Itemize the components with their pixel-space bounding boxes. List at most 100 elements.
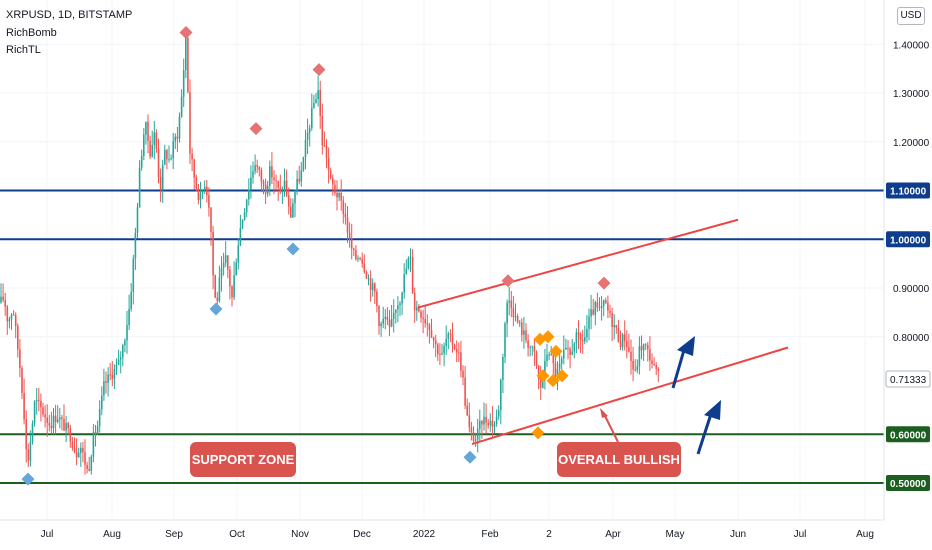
candle-body	[19, 349, 21, 369]
candle-body	[392, 312, 395, 319]
candle-body	[25, 419, 27, 450]
trend-line[interactable]	[471, 346, 789, 446]
symbol-title[interactable]: XRPUSD, 1D, BITSTAMP	[6, 9, 133, 21]
candle-body	[405, 268, 408, 275]
x-tick-label: Feb	[481, 529, 499, 540]
candle-body	[361, 258, 363, 264]
trend-lines[interactable]	[417, 218, 789, 446]
candle-body	[588, 316, 590, 329]
candle-body	[266, 185, 269, 194]
candle-body	[367, 278, 370, 280]
candle-body	[655, 364, 657, 369]
candle-body	[594, 302, 597, 315]
candle-body	[445, 338, 447, 346]
candle-body	[243, 212, 246, 220]
candle-body	[166, 149, 168, 160]
candle-body	[258, 166, 261, 170]
candle-body	[197, 188, 200, 201]
candle-body	[495, 416, 498, 425]
candle-body	[115, 365, 118, 370]
candle-body	[180, 96, 183, 117]
candle-body	[508, 300, 510, 303]
candle-body	[636, 366, 639, 371]
candle-body	[61, 417, 63, 419]
x-tick-label: Nov	[291, 529, 309, 540]
candle-body	[430, 330, 433, 338]
indicator-richbomb[interactable]: RichBomb	[6, 27, 57, 39]
candle-body	[359, 258, 361, 260]
candle-body	[229, 269, 231, 287]
bullish-callout-pointer	[600, 408, 619, 443]
candle-body	[451, 334, 454, 346]
candle-body	[518, 322, 521, 324]
candle-body	[315, 99, 317, 104]
candle-body	[647, 345, 649, 350]
candle-body	[462, 370, 464, 378]
candle-body	[399, 303, 401, 306]
x-tick-label: May	[666, 529, 685, 540]
candle-body	[623, 334, 626, 342]
candle-body	[609, 310, 611, 314]
candle-body	[577, 332, 580, 335]
candle-body	[485, 416, 487, 423]
candle-body	[510, 300, 513, 309]
candle-body	[237, 245, 240, 263]
candle-body	[279, 187, 282, 192]
candle-body	[619, 341, 622, 348]
candle-body	[424, 319, 426, 324]
indicator-richtl[interactable]: RichTL	[6, 44, 41, 56]
candle-body	[502, 356, 504, 380]
candle-body	[340, 193, 342, 201]
candle-body	[27, 449, 30, 461]
signal-markers	[21, 26, 611, 486]
orange-marker	[541, 330, 555, 344]
candle-body	[336, 192, 338, 198]
trend-line[interactable]	[417, 218, 739, 309]
candle-body	[468, 415, 471, 428]
candle-body	[122, 345, 124, 358]
candle-body	[455, 349, 458, 353]
candle-body	[296, 178, 298, 193]
candle-body	[38, 399, 40, 401]
level-price-tag	[886, 231, 930, 248]
y-tick-label: 0.80000	[893, 333, 930, 344]
candle-body	[649, 349, 651, 361]
candle-body	[512, 308, 515, 318]
candle-body	[638, 346, 641, 367]
candle-body	[374, 283, 376, 292]
level-price-tag	[886, 475, 930, 492]
candle-body	[208, 195, 210, 208]
candle-body	[52, 415, 55, 429]
level-price-label: 0.60000	[890, 430, 927, 441]
candle-body	[222, 262, 225, 268]
y-tick-label: 1.40000	[893, 40, 930, 51]
candle-body	[317, 90, 319, 100]
sell-marker	[597, 276, 611, 290]
sell-marker	[179, 26, 193, 40]
candles	[0, 30, 660, 475]
candle-body	[474, 439, 477, 441]
bullish-arrows	[671, 336, 721, 455]
candle-body	[140, 155, 143, 168]
candle-body	[382, 318, 384, 324]
candle-body	[504, 323, 506, 357]
price-axis[interactable]: 1.40000 1.30000 1.20000 0.90000 0.80000 1.100…	[883, 0, 931, 520]
candle-body	[537, 365, 540, 380]
candle-body	[203, 186, 206, 191]
candle-body	[334, 184, 336, 193]
orange-marker	[531, 426, 545, 440]
currency-button[interactable]: USD	[897, 7, 925, 25]
candle-body	[290, 206, 292, 218]
candle-body	[248, 189, 250, 200]
candle-body	[145, 121, 147, 135]
x-tick-label: 2	[546, 529, 552, 540]
y-tick-label: 1.20000	[893, 138, 930, 149]
candle-body	[332, 177, 334, 185]
candle-body	[10, 314, 13, 320]
horizontal-levels[interactable]	[0, 189, 884, 485]
candle-body	[409, 257, 412, 259]
candle-body	[214, 275, 216, 298]
time-axis[interactable]: Jul Aug Sep Oct Nov Dec 2022 Feb 2 Apr May Jun Jul Au…	[0, 519, 884, 540]
